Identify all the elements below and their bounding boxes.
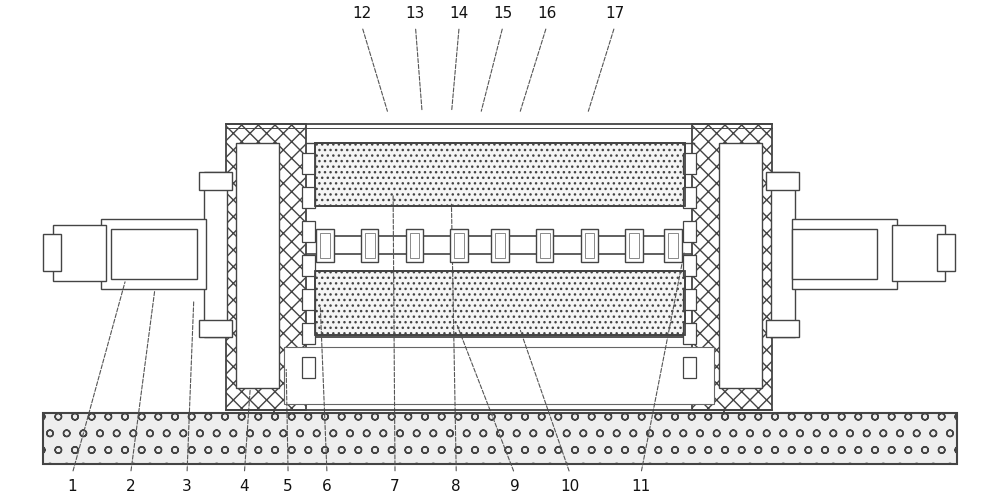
Bar bbox=[320, 232, 330, 258]
Bar bbox=[406, 228, 423, 262]
Text: 5: 5 bbox=[283, 480, 293, 494]
Bar bbox=[302, 187, 315, 208]
Bar bbox=[315, 272, 685, 334]
Bar bbox=[792, 228, 877, 279]
Bar bbox=[581, 228, 598, 262]
Bar bbox=[315, 272, 685, 334]
Text: 13: 13 bbox=[406, 6, 425, 20]
Bar bbox=[683, 153, 696, 174]
Bar bbox=[315, 143, 685, 206]
Bar bbox=[683, 357, 696, 378]
Bar bbox=[540, 232, 550, 258]
Bar bbox=[53, 224, 106, 281]
Bar bbox=[683, 221, 696, 242]
Bar bbox=[43, 414, 957, 464]
Bar bbox=[585, 232, 594, 258]
Bar bbox=[43, 234, 61, 272]
Bar bbox=[274, 338, 724, 413]
Text: 10: 10 bbox=[560, 480, 580, 494]
Text: 17: 17 bbox=[605, 6, 624, 20]
Bar bbox=[683, 323, 696, 344]
Bar bbox=[683, 289, 696, 310]
Bar bbox=[692, 124, 772, 410]
Bar bbox=[302, 255, 315, 276]
Bar bbox=[719, 143, 762, 388]
Bar bbox=[771, 172, 795, 338]
Bar bbox=[199, 320, 232, 338]
Bar bbox=[302, 357, 315, 378]
Text: 11: 11 bbox=[631, 480, 651, 494]
Bar bbox=[450, 228, 468, 262]
Bar bbox=[668, 232, 678, 258]
Bar bbox=[536, 228, 553, 262]
Bar bbox=[302, 289, 315, 310]
Bar bbox=[302, 221, 315, 242]
Bar bbox=[43, 414, 957, 464]
Bar bbox=[766, 172, 799, 190]
Text: 9: 9 bbox=[510, 480, 519, 494]
Text: 3: 3 bbox=[182, 480, 192, 494]
Bar bbox=[361, 228, 378, 262]
Bar bbox=[302, 153, 315, 174]
Bar bbox=[236, 143, 279, 388]
Bar bbox=[284, 347, 714, 404]
Bar bbox=[315, 143, 685, 206]
Text: 1: 1 bbox=[68, 480, 77, 494]
Bar bbox=[629, 232, 639, 258]
Bar bbox=[410, 232, 419, 258]
Bar bbox=[766, 320, 799, 338]
Text: 8: 8 bbox=[451, 480, 461, 494]
Bar bbox=[316, 228, 334, 262]
Text: 7: 7 bbox=[390, 480, 400, 494]
Bar bbox=[683, 187, 696, 208]
Bar bbox=[111, 228, 197, 279]
Bar bbox=[625, 228, 643, 262]
Bar bbox=[454, 232, 464, 258]
Bar bbox=[683, 255, 696, 276]
Bar bbox=[937, 234, 955, 272]
Bar bbox=[199, 172, 232, 190]
Bar bbox=[226, 124, 306, 410]
Bar bbox=[792, 219, 897, 289]
Text: 15: 15 bbox=[493, 6, 513, 20]
Bar bbox=[302, 323, 315, 344]
Text: 2: 2 bbox=[126, 480, 135, 494]
Text: 14: 14 bbox=[450, 6, 469, 20]
Text: 12: 12 bbox=[352, 6, 372, 20]
Bar bbox=[491, 228, 509, 262]
Bar bbox=[495, 232, 505, 258]
Text: 6: 6 bbox=[322, 480, 332, 494]
Bar bbox=[204, 172, 227, 338]
Bar bbox=[101, 219, 206, 289]
Bar bbox=[365, 232, 375, 258]
Text: 16: 16 bbox=[537, 6, 556, 20]
Bar bbox=[664, 228, 682, 262]
Bar bbox=[892, 224, 945, 281]
Text: 4: 4 bbox=[240, 480, 249, 494]
